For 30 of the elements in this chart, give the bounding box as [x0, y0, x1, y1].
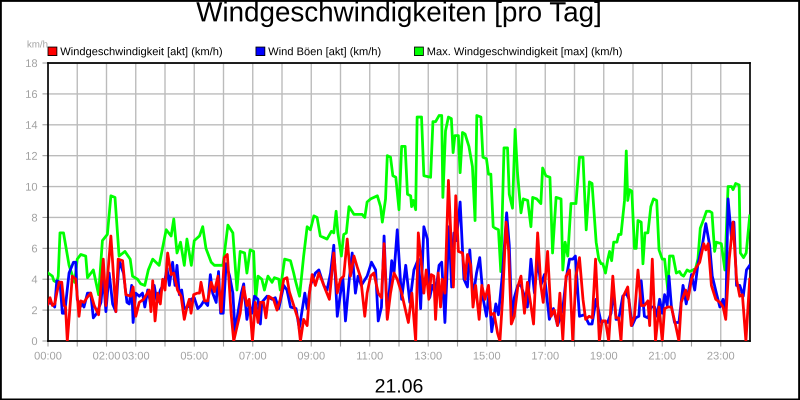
x-tick-label: 23:00	[707, 352, 734, 360]
line-series	[48, 114, 750, 301]
y-tick-label: 10	[26, 182, 38, 191]
legend-label: Windgeschwindigkeit [akt] (km/h)	[60, 47, 222, 58]
x-tick-label: 11:00	[357, 352, 383, 360]
x-tick-label: 00:00	[34, 352, 62, 360]
y-tick-label: 0	[32, 337, 38, 346]
y-tick-label: 4	[32, 276, 38, 284]
x-tick-label: 09:00	[298, 352, 325, 360]
x-tick-label: 05:00	[180, 352, 208, 360]
y-tick-label: 18	[26, 59, 38, 68]
y-tick-label: 12	[26, 152, 38, 160]
x-tick-label: 15:00	[474, 352, 500, 360]
chart-title: Windgeschwindigkeiten [pro Tag]	[196, 1, 600, 28]
y-tick-label: 2	[32, 306, 38, 314]
x-tick-label: 17:00	[532, 352, 559, 360]
y-tick-label: 14	[26, 121, 38, 129]
legend-label: Max. Windgeschwindigkeit [max] (km/h)	[428, 47, 622, 58]
y-tick-label: 8	[32, 214, 38, 222]
x-tick-label: 21:00	[648, 352, 676, 360]
legend-label: Wind Böen [akt] (km/h)	[268, 47, 380, 58]
y-axis-title: km/h	[28, 40, 48, 48]
x-tick-label: 03:00	[122, 352, 150, 360]
x-tick-label: 13:00	[415, 352, 442, 360]
x-axis-title: 21.06	[376, 378, 422, 393]
x-tick-label: 19:00	[590, 352, 618, 360]
x-tick-label: 02:00	[93, 352, 120, 360]
x-tick-label: 07:00	[239, 352, 266, 360]
y-tick-label: 16	[26, 90, 38, 98]
y-tick-label: 6	[32, 244, 38, 252]
